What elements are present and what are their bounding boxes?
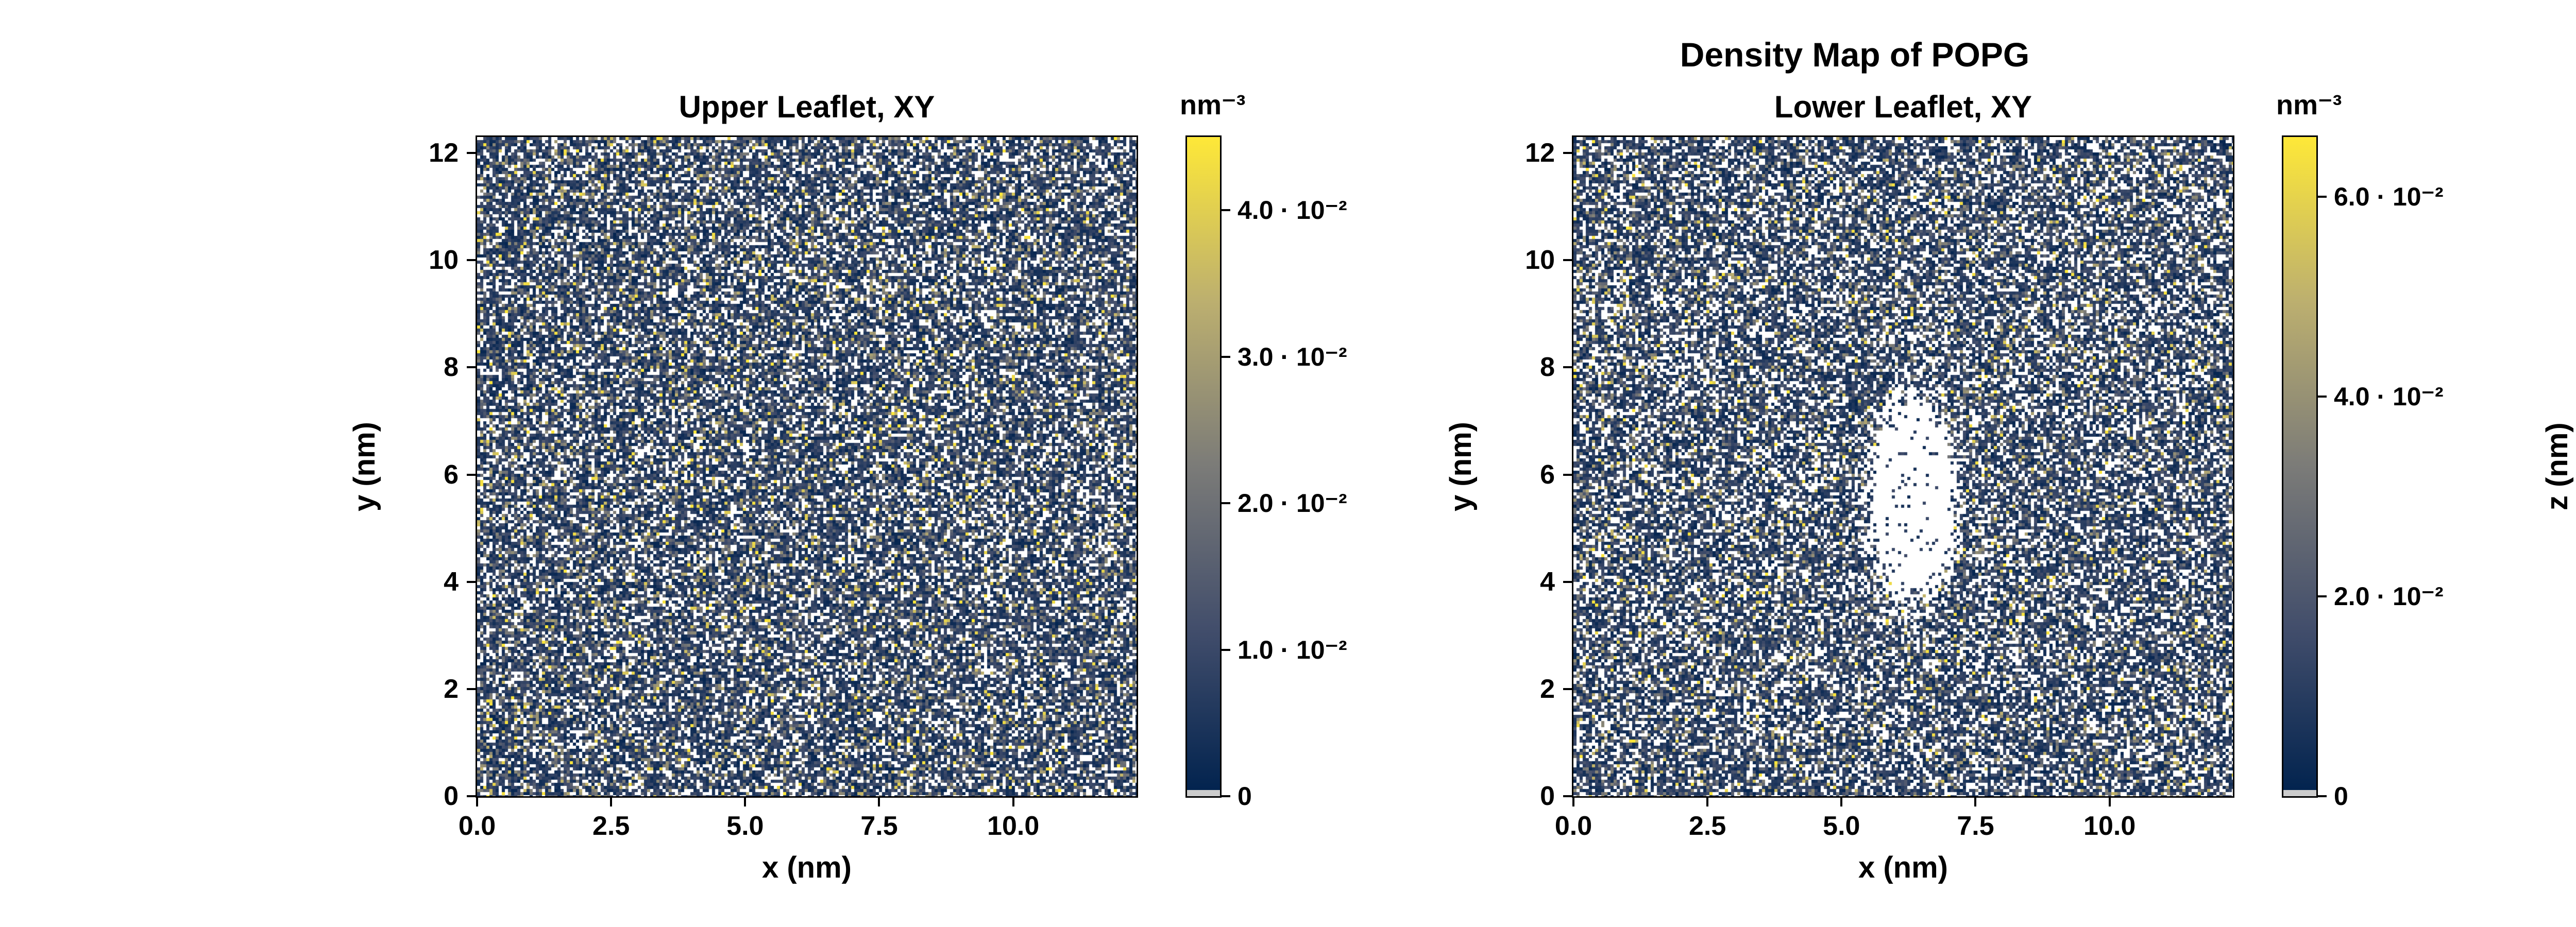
y-tick-mark: [467, 366, 477, 369]
colorbar-tick-mark: [1220, 209, 1230, 212]
y-tick-label: 2: [1540, 674, 1555, 704]
x-tick-label: 10.0: [2083, 811, 2136, 841]
y-tick-label: 4: [444, 566, 459, 597]
y-tick-label: 8: [444, 352, 459, 383]
plot-row: y (nm) 0.0 2.5 5.0 7.5 10.0 0 2 4 6 8 10 12 nm⁻³ 0 2…: [1443, 90, 2444, 841]
x-tick-label: 7.5: [1957, 811, 1994, 841]
x-tick-label: 0.0: [458, 811, 496, 841]
colorbar-tick-label: 4.0 · 10⁻²: [2334, 382, 2444, 411]
colorbar-tick-mark: [2316, 595, 2327, 598]
y-tick-mark: [467, 473, 477, 476]
x-tick-label: 2.5: [1689, 811, 1726, 841]
x-tick-label: 5.0: [1823, 811, 1860, 841]
x-axis-label-upper-leaflet: x (nm): [762, 851, 852, 884]
colorbar-tick-mark: [2316, 196, 2327, 198]
panels-row: Upper Leaflet, XY y (nm) 0.0 2.5 5.0 7.5 10.…: [347, 90, 2576, 884]
x-tick-mark: [1012, 796, 1014, 806]
y-tick-mark: [467, 580, 477, 583]
y-tick-mark: [1563, 688, 1573, 690]
y-tick-mark: [1563, 473, 1573, 476]
x-tick-mark: [610, 796, 613, 806]
colorbar-tick-mark: [1220, 355, 1230, 358]
x-tick-mark: [1840, 796, 1843, 806]
x-axis-label-lower-leaflet: x (nm): [1858, 851, 1948, 884]
panel-transversal-view: Transversal View, YZ z (nm) 0510−5.0−2.5…: [2539, 90, 2576, 884]
colorbar-tick-label: 0: [2334, 782, 2348, 811]
colorbar-tick-label: 2.0 · 10⁻²: [2334, 582, 2444, 611]
y-tick-label: 10: [429, 245, 459, 276]
colorbar-tick-label: 3.0 · 10⁻²: [1238, 342, 1347, 371]
x-tick-label: 10.0: [987, 811, 1040, 841]
x-tick-mark: [744, 796, 747, 806]
colorbar-under-strip: [2283, 790, 2316, 796]
colorbar-unit-label: nm⁻³: [1180, 90, 1246, 121]
y-tick-mark: [1563, 795, 1573, 797]
x-tick-mark: [1974, 796, 1977, 806]
z-axis-label-transversal-view: z (nm): [2540, 422, 2574, 511]
heatmap-lower-leaflet: y (nm) 0.0 2.5 5.0 7.5 10.0 0 2 4 6 8 10 12: [1444, 135, 2234, 841]
colorbar-tick-mark: [1220, 795, 1230, 797]
y-axis-label-lower-leaflet: y (nm): [1444, 422, 1478, 511]
panel-title-lower-leaflet: Lower Leaflet, XY: [1774, 90, 2032, 124]
x-tick-label: 5.0: [726, 811, 764, 841]
heatmap-canvas-upper-leaflet: [477, 137, 1137, 796]
colorbar-lower-leaflet: nm⁻³ 0 2.0 · 10⁻² 4.0 · 10⁻² 6.0 · 10⁻²: [2276, 90, 2444, 811]
x-tick-mark: [2108, 796, 2111, 806]
y-tick-label: 8: [1540, 352, 1555, 383]
y-tick-label: 0: [1540, 781, 1555, 811]
y-tick-mark: [1563, 580, 1573, 583]
x-tick-label: 7.5: [860, 811, 898, 841]
colorbar-tick-mark: [1220, 502, 1230, 505]
y-tick-mark: [467, 259, 477, 262]
colorbar-gradient: nm⁻³ 0 2.0 · 10⁻² 4.0 · 10⁻² 6.0 · 10⁻²: [2276, 90, 2444, 811]
colorbar-tick-label: 1.0 · 10⁻²: [1238, 635, 1347, 664]
x-tick-label: 2.5: [592, 811, 630, 841]
panel-upper-leaflet: Upper Leaflet, XY y (nm) 0.0 2.5 5.0 7.5 10.…: [347, 90, 1347, 884]
y-tick-mark: [1563, 259, 1573, 262]
colorbar-under-strip: [1187, 790, 1220, 796]
colorbar-tick-mark: [2316, 396, 2327, 398]
y-tick-mark: [467, 795, 477, 797]
y-tick-mark: [1563, 366, 1573, 369]
panel-lower-leaflet: Lower Leaflet, XY y (nm) 0.0 2.5 5.0 7.5 10.…: [1443, 90, 2444, 884]
y-tick-label: 2: [444, 674, 459, 704]
x-tick-mark: [476, 796, 478, 806]
y-tick-label: 6: [1540, 459, 1555, 490]
figure-title: Density Map of POPG: [1680, 36, 2030, 74]
y-tick-label: 10: [1525, 245, 1555, 276]
y-tick-label: 12: [1525, 138, 1555, 168]
x-tick-mark: [1572, 796, 1574, 806]
y-tick-label: 4: [1540, 566, 1555, 597]
y-tick-mark: [467, 688, 477, 690]
y-tick-mark: [467, 152, 477, 154]
colorbar-gradient: nm⁻³ 0 1.0 · 10⁻² 2.0 · 10⁻² 3.0 · 10⁻² 4.0 …: [1180, 90, 1347, 811]
y-tick-mark: [1563, 152, 1573, 154]
colorbar-upper-leaflet: nm⁻³ 0 1.0 · 10⁻² 2.0 · 10⁻² 3.0 · 10⁻² 4.0 …: [1180, 90, 1347, 811]
y-tick-label: 6: [444, 459, 459, 490]
heatmap-upper-leaflet: y (nm) 0.0 2.5 5.0 7.5 10.0 0 2 4 6 8 10 12: [348, 135, 1138, 841]
colorbar-unit-label: nm⁻³: [2276, 90, 2342, 121]
colorbar-tick-label: 6.0 · 10⁻²: [2334, 182, 2444, 212]
colorbar-tick-mark: [2316, 795, 2327, 797]
y-tick-label: 0: [444, 781, 459, 811]
x-tick-mark: [878, 796, 880, 806]
colorbar-tick-label: 0: [1238, 782, 1252, 811]
x-tick-label: 0.0: [1554, 811, 1592, 841]
heatmap-canvas-lower-leaflet: [1573, 137, 2233, 796]
colorbar-tick-mark: [1220, 648, 1230, 651]
y-tick-label: 12: [429, 138, 459, 168]
colorbar-tick-label: 2.0 · 10⁻²: [1238, 489, 1347, 518]
plot-row: y (nm) 0.0 2.5 5.0 7.5 10.0 0 2 4 6 8 10 12 nm⁻³ 0 1…: [347, 90, 1347, 841]
plot-row: z (nm) 0510−5.0−2.50.02.55.0 nm⁻³ 01.0 ·…: [2539, 135, 2576, 798]
panel-title-upper-leaflet: Upper Leaflet, XY: [679, 90, 935, 124]
x-tick-mark: [1706, 796, 1709, 806]
y-axis-label-upper-leaflet: y (nm): [348, 422, 381, 511]
colorbar-tick-label: 4.0 · 10⁻²: [1238, 196, 1347, 225]
